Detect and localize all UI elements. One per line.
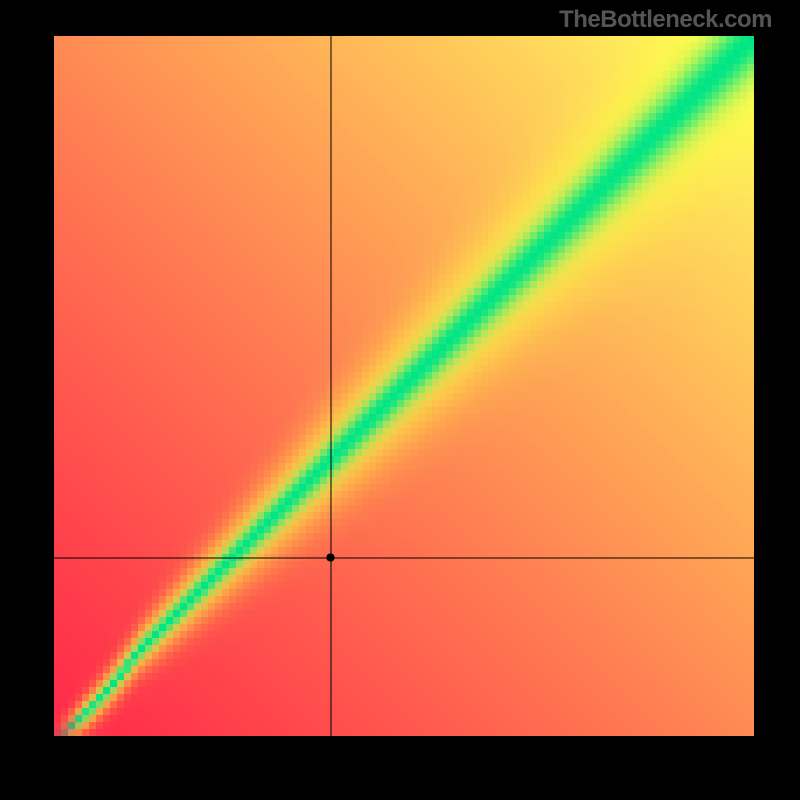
watermark: TheBottleneck.com: [559, 6, 772, 34]
